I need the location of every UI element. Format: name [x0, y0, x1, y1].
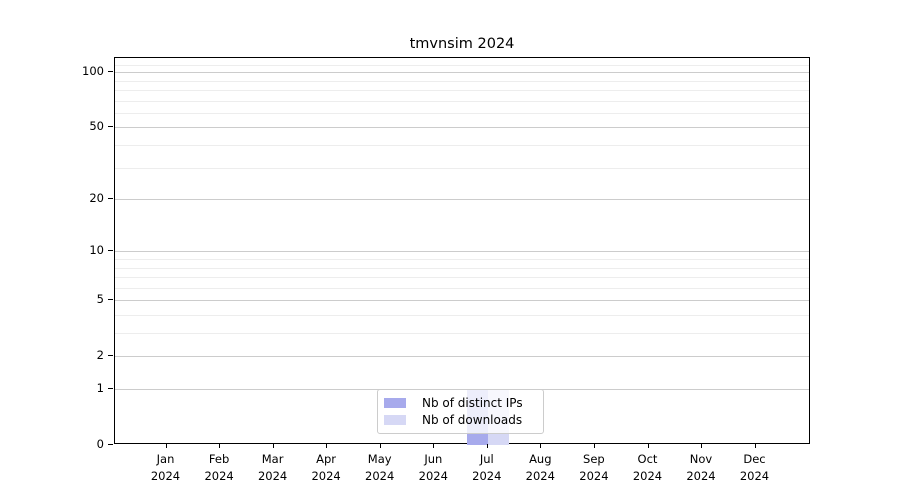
x-tick-label: May 2024	[353, 451, 407, 484]
y-tick-label: 50	[89, 119, 104, 134]
x-tick-year: 2024	[418, 468, 448, 483]
y-tick-label: 0	[96, 437, 104, 451]
minor-gridline	[115, 167, 809, 169]
x-tick-label: Mar 2024	[246, 451, 300, 484]
y-tick-mark	[108, 198, 113, 200]
x-tick-month: Dec	[743, 452, 766, 466]
x-tick-label: Apr 2024	[299, 451, 353, 484]
minor-gridline	[115, 80, 809, 82]
y-tick-label: 2	[96, 348, 104, 363]
x-tick-month: Aug	[529, 452, 552, 466]
x-tick-year: 2024	[204, 468, 234, 483]
x-tick-month: May	[367, 452, 392, 466]
y-tick-label: 100	[82, 64, 104, 79]
major-gridline	[115, 72, 809, 74]
x-tick-month: Jun	[424, 452, 443, 466]
y-tick-mark	[108, 250, 113, 252]
minor-gridline	[115, 64, 809, 66]
y-tick-label: 10	[89, 243, 104, 258]
major-gridline	[115, 251, 809, 253]
y-tick-label: 5	[96, 292, 104, 307]
x-tick-mark	[165, 444, 167, 448]
legend-item-downloads: Nb of downloads	[384, 412, 537, 429]
x-tick-label: Feb 2024	[192, 451, 246, 484]
chart-title: tmvnsim 2024	[409, 36, 515, 52]
x-tick-year: 2024	[365, 468, 395, 483]
major-gridline	[115, 356, 809, 358]
x-tick-year: 2024	[257, 468, 288, 483]
x-tick-month: Jan	[156, 452, 175, 466]
minor-gridline	[115, 259, 809, 260]
x-tick-month: Mar	[261, 452, 284, 466]
x-tick-label: Dec 2024	[728, 451, 782, 484]
major-gridline	[115, 300, 809, 302]
x-tick-month: Sep	[583, 452, 605, 466]
y-tick-mark	[108, 299, 113, 301]
x-tick-mark	[540, 444, 542, 448]
distinct-ips-swatch	[384, 397, 406, 408]
x-tick-year: 2024	[632, 468, 663, 483]
legend-label: Nb of downloads	[422, 413, 523, 428]
y-tick-mark	[108, 71, 113, 73]
downloads-swatch	[384, 415, 406, 426]
x-tick-month: Apr	[316, 452, 337, 466]
minor-gridline	[115, 277, 809, 278]
y-tick-mark	[108, 355, 113, 357]
minor-gridline	[115, 267, 809, 269]
x-tick-mark	[593, 444, 595, 448]
legend-item-distinct-ips: Nb of distinct IPs	[384, 394, 537, 411]
x-tick-month: Nov	[689, 452, 713, 466]
x-tick-month: Oct	[637, 452, 658, 466]
x-tick-mark	[326, 444, 328, 448]
x-tick-year: 2024	[579, 468, 609, 483]
x-tick-year: 2024	[150, 468, 181, 483]
x-tick-month: Feb	[208, 452, 230, 466]
minor-gridline	[115, 112, 809, 114]
x-tick-mark	[219, 444, 221, 448]
minor-gridline	[115, 90, 809, 91]
minor-gridline	[115, 100, 809, 102]
major-gridline	[115, 199, 809, 201]
x-tick-label: Jul 2024	[460, 451, 514, 484]
x-tick-year: 2024	[311, 468, 341, 483]
x-tick-mark	[647, 444, 649, 448]
x-tick-label: Jan 2024	[139, 451, 193, 484]
x-tick-mark	[701, 444, 702, 448]
x-tick-year: 2024	[472, 468, 502, 483]
y-tick-label: 1	[96, 381, 104, 395]
minor-gridline	[115, 315, 809, 316]
major-gridline	[115, 127, 809, 129]
y-tick-mark	[108, 126, 113, 128]
minor-gridline	[115, 333, 809, 334]
x-tick-mark	[433, 444, 435, 448]
x-tick-month: Jul	[479, 452, 494, 466]
y-tick-label: 20	[89, 191, 104, 206]
minor-gridline	[115, 145, 809, 146]
x-tick-mark	[379, 444, 381, 448]
y-tick-mark	[108, 444, 113, 445]
plot-area	[114, 57, 810, 445]
y-tick-mark	[108, 388, 113, 389]
x-tick-year: 2024	[686, 468, 716, 483]
x-tick-label: Aug 2024	[513, 451, 567, 484]
x-tick-year: 2024	[525, 468, 555, 483]
minor-gridline	[115, 287, 809, 289]
x-tick-mark	[486, 444, 488, 448]
x-tick-label: Jun 2024	[406, 451, 460, 484]
legend-label: Nb of distinct IPs	[422, 395, 523, 410]
x-tick-label: Oct 2024	[621, 451, 675, 484]
x-tick-year: 2024	[739, 468, 770, 483]
x-tick-mark	[272, 444, 274, 448]
x-tick-mark	[754, 444, 756, 448]
x-tick-label: Sep 2024	[567, 451, 621, 484]
x-tick-label: Nov 2024	[674, 451, 728, 484]
legend: Nb of distinct IPs Nb of downloads	[377, 389, 544, 434]
